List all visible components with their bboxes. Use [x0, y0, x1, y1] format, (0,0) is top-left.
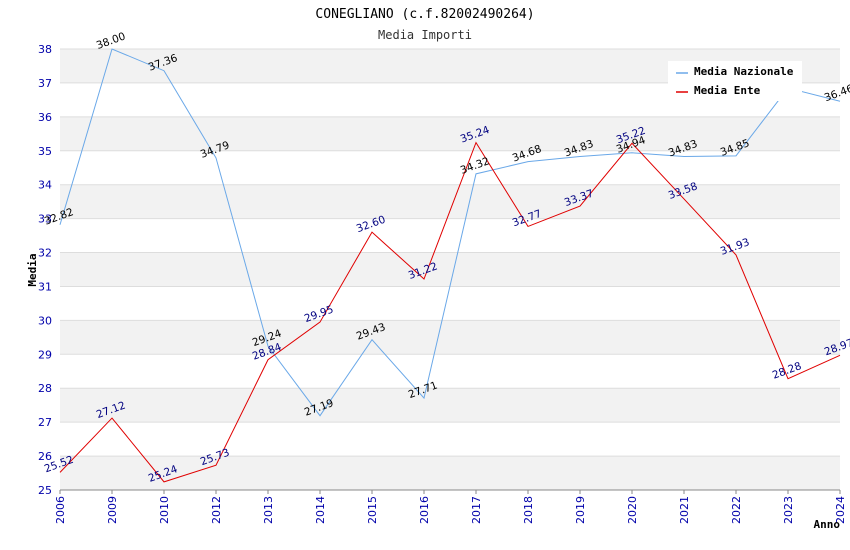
y-tick-label: 35	[38, 145, 52, 158]
y-tick-label: 26	[38, 450, 52, 463]
y-tick-label: 32	[38, 247, 52, 260]
x-tick-label: 2022	[730, 496, 743, 524]
grid-bands	[60, 48, 840, 491]
legend-label-media-nazionale: Media Nazionale	[694, 65, 794, 78]
x-tick-label: 2017	[470, 496, 483, 524]
grid-band	[60, 286, 840, 321]
grid-band	[60, 252, 840, 287]
x-tick-label: 2016	[418, 496, 431, 524]
x-tick-label: 2015	[366, 496, 379, 524]
grid-band	[60, 218, 840, 253]
series-line-media-nazionale	[59, 48, 841, 417]
y-tick-label: 34	[38, 179, 52, 192]
series-line-media-ente	[59, 141, 841, 483]
y-tick-label: 36	[38, 111, 52, 124]
chart-title: CONEGLIANO (c.f.82002490264)	[315, 7, 534, 22]
y-tick-label: 25	[38, 484, 52, 497]
grid-band	[60, 184, 840, 219]
x-tick-label: 2018	[522, 496, 535, 524]
legend-label-media-ente: Media Ente	[694, 84, 761, 97]
y-axis-title: Media	[26, 253, 39, 286]
y-tick-label: 28	[38, 382, 52, 395]
x-tick-label: 2009	[106, 496, 119, 524]
y-tick-label: 29	[38, 348, 52, 361]
y-tick-label: 30	[38, 314, 52, 327]
chart-subtitle: Media Importi	[378, 28, 472, 42]
series-group	[59, 48, 841, 483]
grid-band	[60, 116, 840, 151]
x-tick-label: 2006	[54, 496, 67, 524]
grid-band	[60, 388, 840, 423]
y-tick-label: 37	[38, 77, 52, 90]
x-tick-label: 2014	[314, 496, 327, 524]
x-axis-title: Anno	[814, 518, 841, 531]
legend-box	[668, 61, 802, 101]
x-tick-label: 2024	[834, 496, 847, 524]
y-tick-label: 27	[38, 416, 52, 429]
y-tick-label: 31	[38, 280, 52, 293]
y-tick-label: 38	[38, 43, 52, 56]
y-tick-label: 33	[38, 213, 52, 226]
x-tick-label: 2010	[158, 496, 171, 524]
grid-band	[60, 422, 840, 457]
grid-band	[60, 320, 840, 355]
x-tick-label: 2012	[210, 496, 223, 524]
y-axis-ticks: 25 26 27 28 29 30 31 32 33 34 35 36 37 38	[38, 43, 52, 497]
legend: Media Nazionale Media Ente	[668, 61, 802, 101]
x-tick-label: 2013	[262, 496, 275, 524]
x-tick-label: 2019	[574, 496, 587, 524]
x-tick-label: 2021	[678, 496, 691, 524]
x-tick-label: 2020	[626, 496, 639, 524]
x-tick-label: 2023	[782, 496, 795, 524]
x-axis-ticks: 2006 2009 2010 2012 2013 2014 2015 2016 2017 2018…	[54, 490, 847, 524]
grid-band	[60, 354, 840, 389]
